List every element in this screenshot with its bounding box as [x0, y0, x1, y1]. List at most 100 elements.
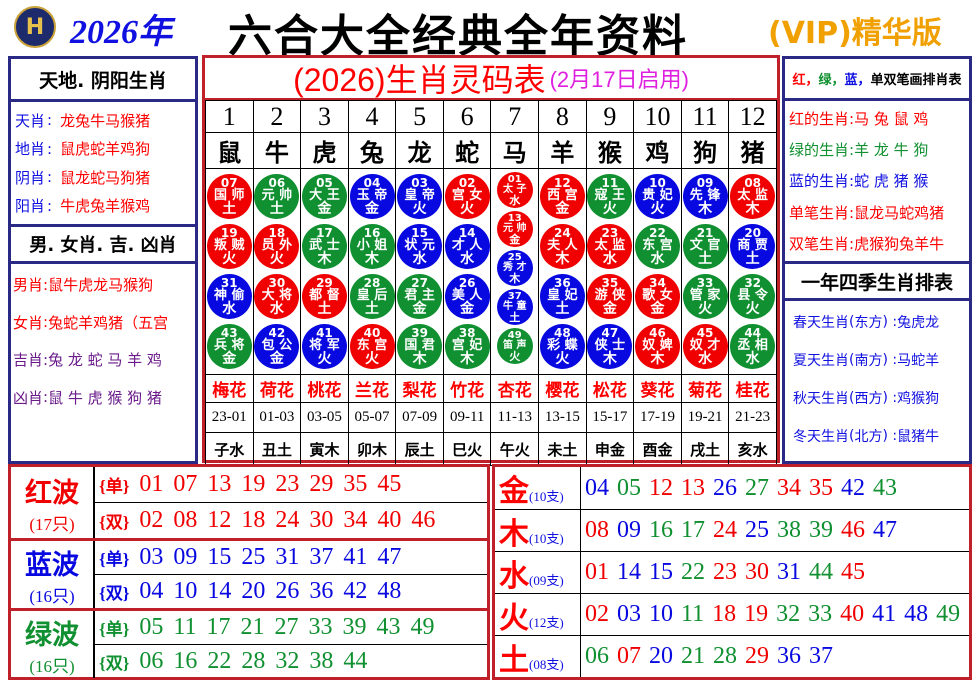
- ball-number: 12: [553, 176, 571, 190]
- ball-element: 火: [460, 201, 475, 217]
- element-number: 16: [649, 517, 673, 543]
- number-ball: 31 神 偷水: [206, 274, 252, 319]
- color-zodiac-row: 双笔生肖: 虎猴狗兔羊牛: [789, 233, 965, 254]
- season-name: 夏天生肖: [793, 353, 849, 369]
- earthly-branch: 卯木: [347, 432, 397, 466]
- element-number: 28: [713, 643, 737, 669]
- even-tag: {双}: [99, 654, 130, 673]
- ball-title: 彩 蝶: [547, 338, 578, 353]
- ball-number: 24: [553, 226, 571, 240]
- earthly-branch: 辰土: [395, 432, 444, 466]
- row-value: 虎猴狗兔羊牛: [854, 234, 945, 253]
- wave-odd-row: {单} 03 09 15 25 31 37 41 47: [95, 541, 487, 574]
- number-ball: 18 员 外火: [254, 224, 300, 269]
- row-key: 绿的生肖:: [789, 141, 855, 160]
- ball-cell: 05 大 王金 17 武 士木 29 都 督土 41 将 军火: [300, 168, 349, 375]
- ball-element: 金: [460, 301, 475, 317]
- direction: 南方: [854, 353, 883, 369]
- number-ball: 49 笛 声火: [496, 328, 533, 364]
- element-number: 48: [904, 601, 929, 627]
- element-number: 17: [681, 517, 705, 543]
- time-range: 13-15: [538, 402, 587, 433]
- wave-number: 06: [139, 648, 164, 674]
- element-number: 46: [841, 517, 865, 543]
- ball-title: 国 师: [214, 188, 245, 203]
- heaven-earth-row: 阴肖: 鼠龙蛇马狗猪: [15, 167, 191, 188]
- paren: ) :: [882, 314, 898, 330]
- ball-element: 木: [412, 351, 427, 367]
- ball-title: 元 帅: [261, 188, 293, 203]
- ball-element: 金: [555, 201, 570, 217]
- wave-number: 09: [173, 544, 198, 570]
- wave-number: 31: [275, 544, 300, 570]
- time-range: 17-19: [633, 402, 682, 433]
- ball-number: 33: [696, 276, 714, 290]
- element-number: 34: [777, 474, 801, 501]
- number-ball: 29 都 督土: [301, 274, 347, 319]
- ball-element: 水: [698, 351, 713, 367]
- time-range: 07-09: [395, 402, 444, 433]
- element-number: 26: [713, 474, 737, 501]
- season-zodiac-list: 春天生肖(东方) : 兔虎龙 夏天生肖(南方) : 马蛇羊 秋天生肖(西方) : 鸡…: [785, 301, 969, 457]
- left-panel: 天地. 阴阳生肖 天肖: 龙兔牛马猴猪 地肖: 鼠虎蛇羊鸡狗 阴肖: 鼠龙蛇马狗猪 阳肖: 牛…: [8, 56, 198, 464]
- element-number: 04: [585, 474, 609, 501]
- column-number-row: 1 2 3 4 5 6 7 8 9 10 11 12: [205, 100, 777, 133]
- ball-title: 夫 人: [547, 238, 578, 253]
- row-key: 阳肖: [15, 197, 46, 216]
- ball-title: 皇 妃: [547, 288, 578, 303]
- number-ball: 25 秀 才木: [496, 250, 533, 286]
- ball-element: 水: [745, 351, 760, 367]
- wave-count: (16只): [29, 656, 75, 676]
- balls-row: 07 国 师土 19 叛 贼火 31 神 偷水 43 兵 将金 06 元 帅土 18 员 外火 30 大 …: [205, 168, 777, 375]
- ball-number: 44: [744, 326, 762, 340]
- number-ball: 14 才 人水: [444, 224, 490, 269]
- earthly-branch: 酉金: [633, 432, 682, 466]
- colon: :: [47, 168, 53, 187]
- wave-number: 36: [309, 578, 334, 604]
- number-ball: 22 东 宫水: [634, 224, 680, 269]
- element-number: 10: [649, 601, 673, 627]
- colon: :: [47, 196, 53, 215]
- number-ball: 45 奴 才水: [682, 324, 728, 369]
- element-row: 土 (08支) 06 07 20 21 28 29 36 37: [495, 635, 969, 678]
- ball-number: 08: [744, 176, 762, 190]
- column-number: 1: [205, 100, 254, 133]
- wave-label: 蓝波 (16只): [11, 541, 95, 608]
- element-row: 金 (10支) 04 05 12 13 26 27 34 35 42 43: [495, 467, 969, 509]
- colon: :: [43, 313, 49, 332]
- ball-number: 04: [363, 176, 381, 190]
- element-name: 金: [499, 474, 529, 509]
- flower: 菊花: [680, 374, 730, 403]
- element-row: 木 (10支) 08 09 16 17 24 25 38 39 46 47: [495, 509, 969, 552]
- wave-number: 38: [309, 648, 334, 674]
- element-number: 41: [872, 601, 897, 627]
- element-number: 24: [713, 517, 737, 543]
- ball-title: 笛 声: [503, 339, 527, 351]
- wave-number: 27: [274, 614, 299, 640]
- ball-element: 火: [555, 351, 570, 367]
- season-zodiacs: 鸡猴狗: [897, 391, 940, 407]
- ball-title: 太 监: [594, 238, 626, 253]
- column-number: 5: [395, 100, 444, 133]
- ball-element: 金: [412, 301, 427, 317]
- ball-cell: 08 太 监木 20 商 贾土 32 县 令火 44 丞 相水: [728, 168, 777, 375]
- ball-title: 宫 女: [451, 188, 483, 203]
- wave-number: 08: [173, 507, 198, 533]
- row-key: 蓝的生肖:: [789, 172, 855, 191]
- paren: (: [849, 352, 855, 368]
- element-label: 木 (10支): [495, 510, 581, 552]
- ball-number: 16: [363, 226, 381, 240]
- element-label: 水 (09支): [495, 552, 581, 594]
- ball-number: 39: [411, 326, 428, 340]
- element-row: 火 (12支) 02 03 10 11 18 19 32 33 40 41 48 49: [495, 593, 969, 636]
- ball-title: 县 令: [737, 288, 768, 303]
- ball-title: 叛 贼: [214, 238, 245, 253]
- ball-number: 46: [649, 326, 666, 340]
- zodiac-name: 羊: [538, 132, 587, 169]
- number-ball: 26 美 人金: [444, 274, 490, 319]
- earthly-branch-row: 子水 丑土 寅木 卯木 辰土 巳火 午火 未土 申金 酉金 戌土 亥水: [205, 432, 777, 466]
- year-label: 2026年: [70, 14, 172, 51]
- number-ball: 21 文 官土: [682, 224, 728, 269]
- colon: :: [43, 388, 49, 407]
- ball-element: 土: [745, 251, 760, 267]
